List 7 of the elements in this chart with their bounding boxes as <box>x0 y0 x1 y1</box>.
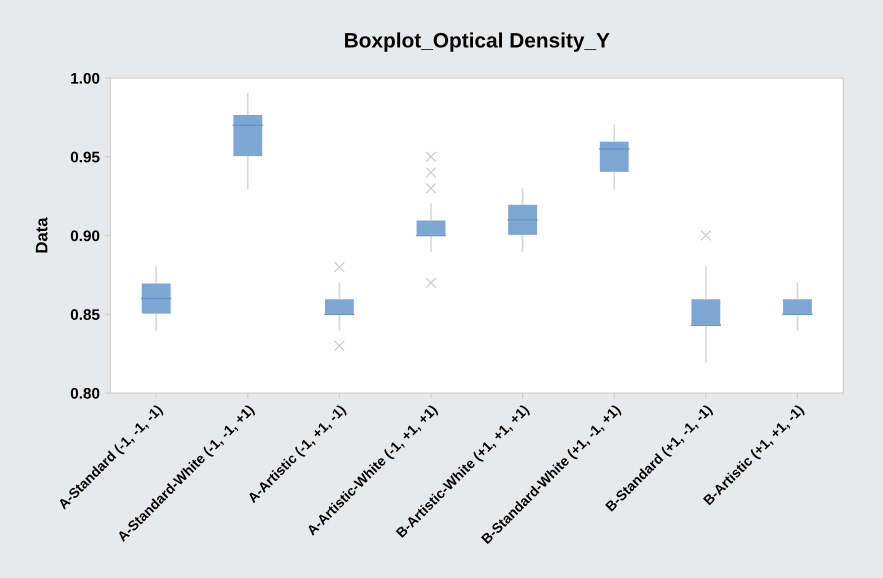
y-tick-label: 0.95 <box>70 152 100 162</box>
y-tick-label: 0.85 <box>70 309 100 320</box>
y-tick-label: 1.00 <box>71 72 100 84</box>
y-axis-title: Data <box>36 217 48 252</box>
y-tick-label: 0.80 <box>70 388 100 399</box>
y-tick-label: 0.90 <box>70 230 100 242</box>
chart-title: Boxplot_Optical Density_Y <box>345 32 610 52</box>
